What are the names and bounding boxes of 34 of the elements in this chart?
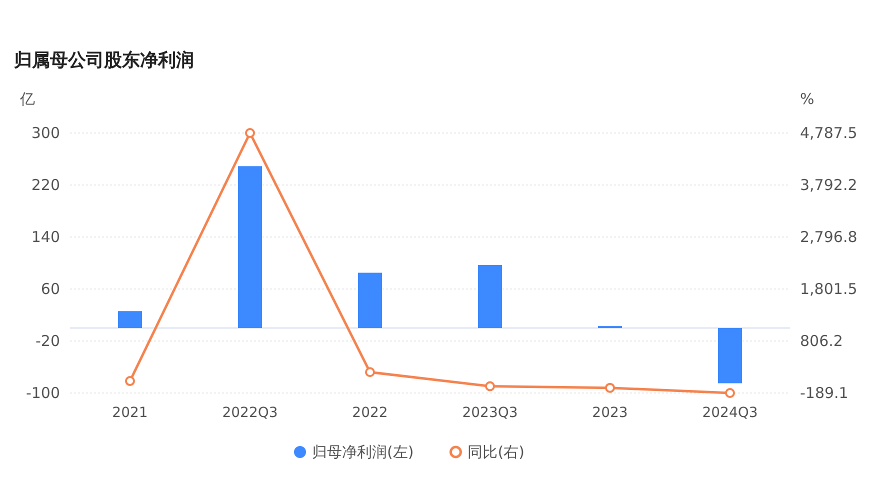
point xyxy=(365,367,375,378)
y-axis-title: 亿 xyxy=(19,90,35,108)
point xyxy=(125,376,135,386)
x-tick-label: 2023Q3 xyxy=(462,405,518,421)
y-tick-label: 140 xyxy=(31,228,60,246)
bar xyxy=(478,264,502,328)
bar xyxy=(358,272,382,328)
y-tick-label: -100 xyxy=(26,384,60,402)
y2-tick-label: 3,792.2 xyxy=(800,176,858,194)
y2-tick-label: -189.1 xyxy=(800,384,848,402)
y2-tick-label: 806.2 xyxy=(800,332,843,350)
y2-axis-title: % xyxy=(800,90,814,108)
point xyxy=(485,381,495,392)
point xyxy=(725,388,735,398)
point xyxy=(245,128,255,138)
y2-tick-label: 4,787.5 xyxy=(800,124,858,142)
x-tick-label: 2023 xyxy=(592,405,628,421)
x-tick-label: 2021 xyxy=(112,405,148,421)
legend-label: 归母净利润(左) xyxy=(312,443,414,461)
point xyxy=(605,382,615,393)
legend-label: 同比(右) xyxy=(468,443,524,461)
chart-title: 归属母公司股东净利润 xyxy=(13,50,194,71)
x-tick-label: 2022 xyxy=(352,405,388,421)
y-tick-label: -20 xyxy=(36,332,60,350)
bar xyxy=(118,311,142,328)
y-tick-label: 220 xyxy=(31,176,60,194)
x-tick-label: 2024Q3 xyxy=(702,405,758,421)
y-tick-label: 60 xyxy=(40,280,60,298)
y2-tick-label: 1,801.5 xyxy=(800,280,858,298)
y-tick-label: 300 xyxy=(31,124,60,142)
bar xyxy=(238,166,262,328)
x-tick-label: 2022Q3 xyxy=(222,405,278,421)
bar xyxy=(718,328,742,384)
y2-tick-label: 2,796.8 xyxy=(800,228,858,246)
